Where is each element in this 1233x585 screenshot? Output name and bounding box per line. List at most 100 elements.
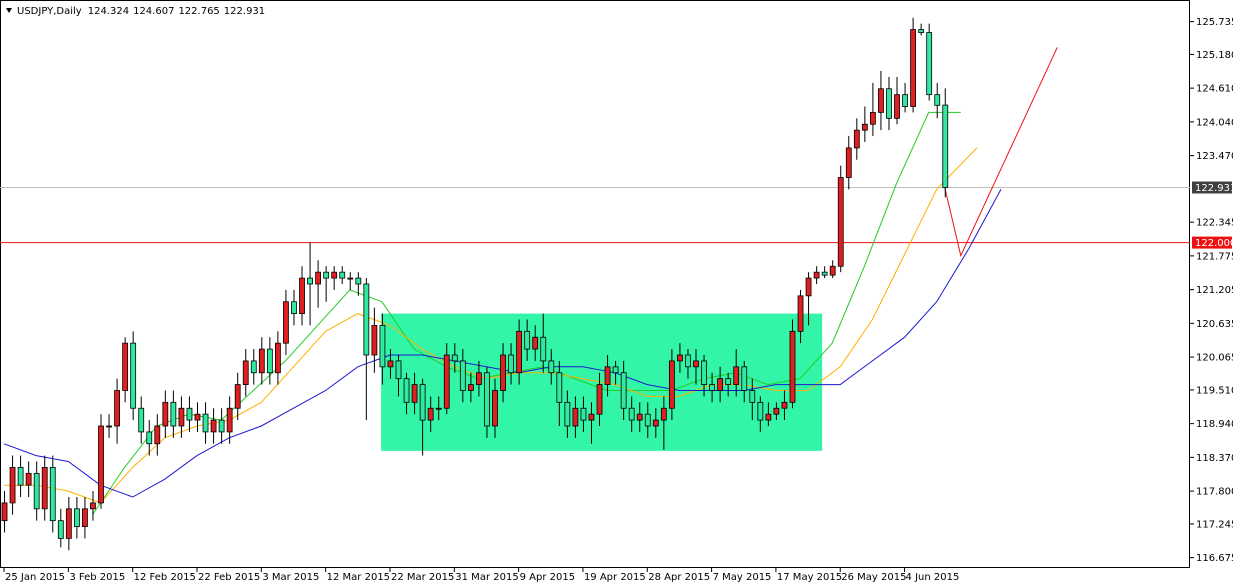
candle-body	[154, 425, 161, 445]
x-tick-label: 22 Mar 2015	[391, 572, 454, 583]
candle-body	[307, 277, 313, 285]
y-tick-label: 120.065	[1196, 353, 1233, 364]
candle-body	[339, 271, 346, 279]
y-tick-label: 118.940	[1196, 419, 1233, 430]
candle-body	[274, 342, 281, 374]
candle-body	[106, 425, 112, 428]
x-tick-label: 22 Feb 2015	[198, 572, 260, 583]
y-tick-label: 125.180	[1196, 50, 1233, 61]
x-tick-label: 12 Mar 2015	[327, 572, 390, 583]
candle-body	[628, 407, 635, 421]
y-tick-label: 118.370	[1196, 453, 1233, 464]
high-value: 124.607	[133, 6, 174, 17]
candle-body	[1, 502, 8, 522]
x-tick-label: 31 Mar 2015	[455, 572, 518, 583]
candle-body	[395, 360, 402, 380]
candle-body	[258, 348, 265, 374]
candle-body	[387, 360, 394, 368]
x-tick-label: 12 Feb 2015	[134, 572, 196, 583]
candle-body	[178, 407, 185, 427]
candle-body	[797, 295, 804, 332]
candle-body	[315, 271, 322, 285]
candle-body	[861, 123, 868, 131]
candle-body	[717, 378, 724, 391]
candle-body	[98, 425, 104, 504]
candle-body	[725, 378, 732, 385]
candle-body	[283, 301, 289, 344]
candle-body	[918, 29, 925, 33]
candle-body	[894, 94, 900, 119]
candle-body	[701, 360, 707, 385]
price-label-bg	[1192, 181, 1232, 194]
price-label: 122.000	[1195, 238, 1233, 249]
x-tick-label: 3 Mar 2015	[262, 572, 319, 583]
candle-body	[411, 384, 418, 403]
close-value: 122.931	[224, 6, 265, 17]
candle-body	[942, 104, 949, 188]
candle-body	[741, 366, 748, 391]
candle-body	[403, 378, 410, 403]
candle-body	[596, 384, 603, 415]
candle-body	[829, 265, 836, 276]
candle-body	[146, 431, 153, 445]
candle-body	[459, 360, 466, 391]
candle-body	[660, 407, 667, 421]
x-tick-label: 7 May 2015	[713, 572, 772, 583]
candle-body	[548, 360, 555, 374]
candle-body	[789, 330, 796, 403]
candle-body	[620, 372, 627, 409]
candle-body	[693, 360, 699, 368]
candle-body	[524, 330, 531, 350]
candle-body	[886, 88, 892, 119]
x-tick-label: 9 Apr 2015	[520, 572, 575, 583]
price-label: 122.931	[1195, 183, 1233, 194]
candle-body	[910, 29, 917, 107]
candle-body	[612, 366, 619, 374]
candle-body	[347, 277, 354, 280]
candle-body	[556, 372, 563, 403]
candle-body	[484, 372, 490, 427]
candle-body	[41, 467, 48, 510]
candle-body	[564, 401, 571, 427]
candle-body	[652, 419, 659, 427]
candle-body	[757, 401, 764, 421]
y-tick-label: 123.470	[1196, 151, 1233, 162]
candle-body	[476, 372, 482, 385]
candle-body	[685, 354, 691, 368]
candle-body	[781, 401, 788, 409]
candle-body	[813, 271, 820, 279]
candle-body	[805, 277, 812, 297]
candle-body	[17, 467, 24, 486]
candle-body	[250, 360, 257, 374]
y-tick-label: 120.635	[1196, 319, 1233, 330]
candle-body	[500, 354, 506, 391]
candle-body	[845, 147, 852, 178]
candle-body	[82, 508, 88, 527]
candle-body	[467, 384, 474, 391]
candle-body	[869, 112, 876, 125]
candle-body	[9, 467, 16, 504]
candle-body	[837, 177, 844, 267]
y-tick-label: 121.775	[1196, 251, 1233, 262]
menu-triangle[interactable]	[6, 8, 12, 13]
candle-body	[821, 271, 828, 276]
candle-body	[588, 413, 595, 421]
candle-body	[218, 419, 225, 433]
candle-body	[443, 354, 450, 409]
candle-body	[202, 413, 209, 433]
candle-body	[379, 325, 386, 368]
candle-body	[540, 336, 547, 362]
candle-body	[451, 354, 458, 362]
candle-body	[749, 390, 756, 403]
y-tick-label: 121.205	[1196, 285, 1233, 296]
candle-body	[90, 502, 96, 510]
y-tick-label: 124.610	[1196, 84, 1233, 95]
y-tick-label: 116.675	[1196, 553, 1233, 564]
candle-body	[580, 407, 587, 421]
symbol-title: USDJPY,Daily	[17, 6, 82, 17]
candle-body	[33, 472, 40, 510]
candle-body	[234, 384, 241, 409]
x-tick-label: 26 May 2015	[841, 572, 906, 583]
candle-body	[926, 32, 933, 96]
